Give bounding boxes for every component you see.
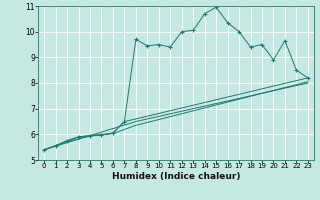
X-axis label: Humidex (Indice chaleur): Humidex (Indice chaleur) bbox=[112, 172, 240, 181]
